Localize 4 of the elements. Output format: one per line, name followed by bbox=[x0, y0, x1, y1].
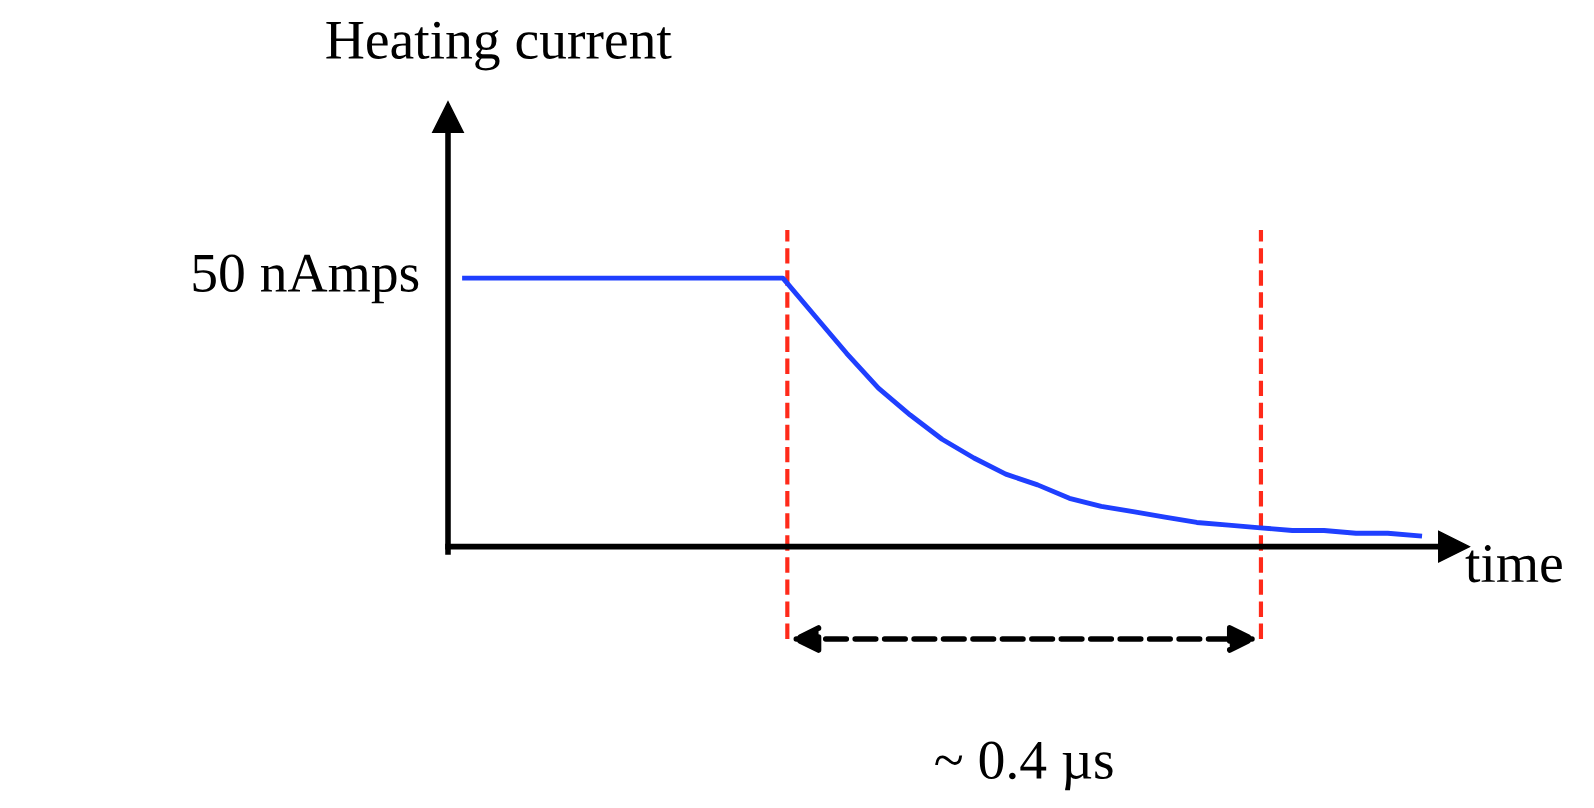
y-axis-title: Heating current bbox=[326, 21, 672, 71]
text: 50 nAmps bbox=[193, 254, 419, 304]
x-axis-title: time bbox=[1465, 545, 1562, 583]
text: ~ 0.4 µs bbox=[935, 741, 1113, 791]
